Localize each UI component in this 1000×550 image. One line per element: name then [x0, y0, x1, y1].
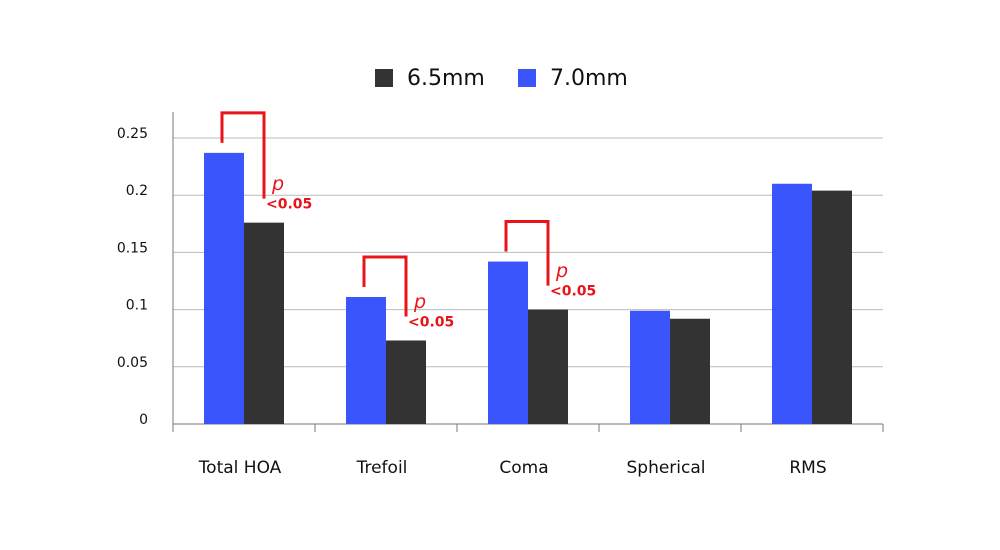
bar [488, 261, 528, 424]
x-tick-label: Total HOA [198, 458, 282, 478]
y-tick-label: 0 [139, 412, 148, 428]
y-tick-label: 0.05 [117, 355, 148, 371]
bar [630, 310, 670, 424]
bar [670, 318, 710, 424]
x-tick-label: Coma [499, 458, 548, 478]
y-tick-label: 0.2 [126, 183, 148, 199]
annotation-text: <0.05 [550, 284, 596, 300]
bar [772, 183, 812, 424]
x-tick-label: Spherical [626, 458, 705, 478]
annotation-symbol: p [413, 291, 426, 313]
bar [204, 152, 244, 424]
bar [244, 222, 284, 424]
x-tick-label: Trefoil [356, 458, 408, 478]
y-tick-label: 0.1 [126, 298, 148, 314]
legend-label: 6.5mm [407, 66, 485, 91]
y-tick-label: 0.15 [117, 240, 148, 256]
significance-bracket [220, 111, 266, 199]
bar [346, 297, 386, 424]
legend-swatch [375, 69, 393, 87]
annotation-symbol: p [555, 260, 568, 282]
significance-bracket [504, 220, 550, 286]
bar [528, 309, 568, 424]
x-tick-label: RMS [789, 458, 826, 478]
annotation-symbol: p [271, 173, 284, 195]
bar [812, 190, 852, 424]
y-tick-label: 0.25 [117, 126, 148, 142]
legend-label: 7.0mm [550, 66, 628, 91]
legend-swatch [518, 69, 536, 87]
annotation-text: <0.05 [266, 197, 312, 213]
bar [386, 340, 426, 424]
significance-bracket [362, 255, 408, 317]
annotation-text: <0.05 [408, 314, 454, 330]
